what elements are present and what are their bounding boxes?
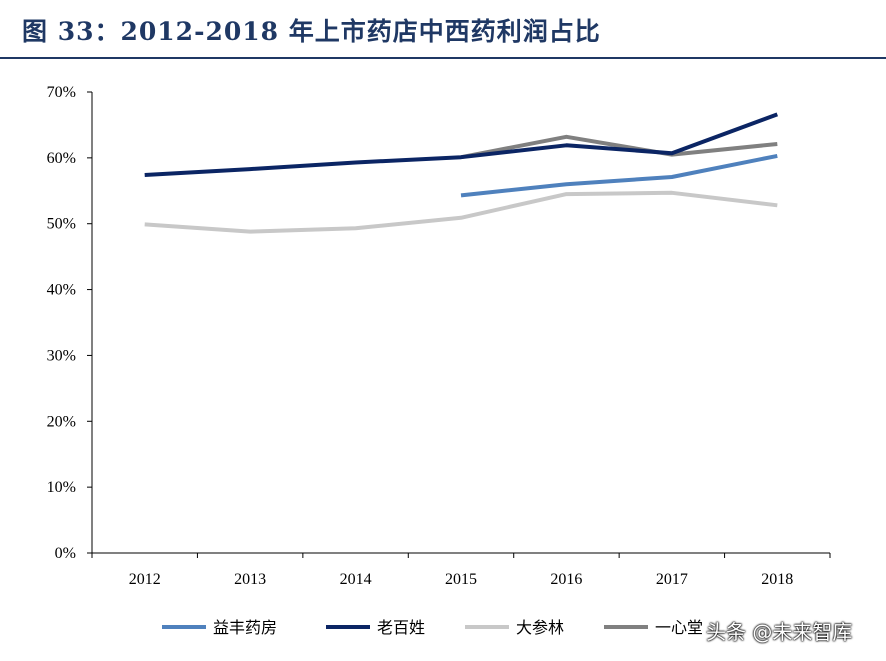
legend-label: 老百姓: [377, 618, 425, 637]
x-tick-label: 2017: [656, 571, 688, 588]
x-tick-label: 2018: [761, 571, 793, 588]
chart-legend: 益丰药房 老百姓 大参林 一心堂: [162, 618, 703, 637]
x-tick-label: 2015: [445, 571, 477, 588]
chart-axes: 0% 10% 20% 30% 40% 50% 60% 70% 2012 2013 2014 2015 2…: [47, 84, 831, 588]
page-title: 图 33：2012-2018 年上市药店中西药利润占比: [22, 17, 601, 46]
legend-label: 大参林: [516, 618, 564, 637]
series-line: [144, 190, 778, 234]
y-tick-label: 10%: [47, 479, 76, 496]
title-divider: [0, 57, 886, 59]
y-tick-label: 70%: [47, 84, 76, 101]
y-tick-label: 50%: [47, 216, 76, 233]
chart-series: [144, 112, 778, 234]
watermark: 头条 @未来智库: [706, 620, 853, 644]
series-line: [144, 112, 778, 177]
legend-label: 益丰药房: [213, 618, 277, 637]
y-tick-label: 40%: [47, 282, 76, 299]
series-line: [460, 134, 778, 160]
series-line: [460, 153, 778, 198]
y-tick-label: 20%: [47, 413, 76, 430]
x-tick-label: 2016: [550, 571, 582, 588]
y-tick-label: 0%: [55, 545, 76, 562]
x-tick-label: 2014: [340, 571, 372, 588]
y-tick-label: 60%: [47, 150, 76, 167]
legend-label: 一心堂: [655, 618, 703, 637]
y-tick-label: 30%: [47, 347, 76, 364]
x-tick-label: 2013: [234, 571, 266, 588]
x-tick-label: 2012: [129, 571, 161, 588]
